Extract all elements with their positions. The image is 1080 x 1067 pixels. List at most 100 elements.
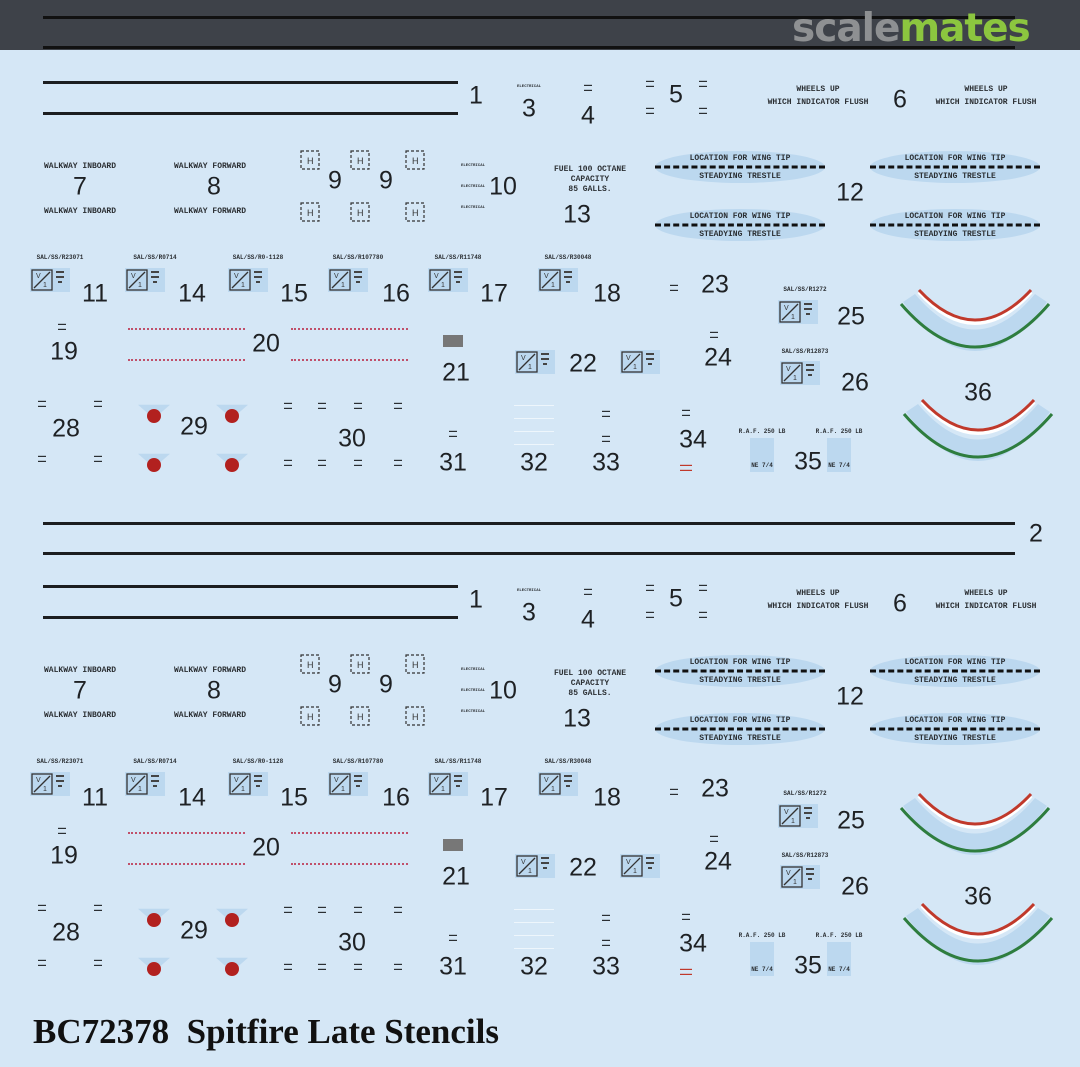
decal-number: 18 <box>593 783 621 812</box>
stencil-text: WHICH INDICATOR FLUSH <box>767 98 869 107</box>
stencil-text: WALKWAY INBOARD <box>43 666 117 675</box>
band-stripe <box>43 46 1015 49</box>
micro-stencil: ▬▬ ▬▬ <box>646 78 654 88</box>
decal-number: 24 <box>704 343 732 372</box>
svg-text:H: H <box>307 208 314 218</box>
svg-text:1: 1 <box>528 364 532 371</box>
stencil-text: SAL/SS/R1272 <box>783 286 827 293</box>
svg-text:V: V <box>626 355 631 362</box>
decal-number: 35 <box>794 447 822 476</box>
svg-text:1: 1 <box>43 282 47 289</box>
decal-number: 22 <box>569 853 597 882</box>
micro-stencil: ▬▬ ▬▬ <box>670 282 678 292</box>
jack-point-icon: H <box>405 654 425 674</box>
micro-stencil: ▬▬ ▬▬ <box>284 400 292 410</box>
svg-text:1: 1 <box>793 879 797 886</box>
white-line <box>514 948 554 949</box>
micro-stencil: ▬▬ ▬▬ <box>602 912 610 922</box>
micro-stencil: ▬▬ ▬▬ <box>284 457 292 467</box>
svg-text:H: H <box>412 712 419 722</box>
decal-number: 21 <box>442 358 470 387</box>
decal-number: 3 <box>522 94 536 123</box>
decal-number: 36 <box>964 378 992 407</box>
svg-text:V: V <box>36 273 41 280</box>
micro-stencil: ▬▬ ▬▬ <box>394 400 402 410</box>
decal-number: 25 <box>837 806 865 835</box>
micro-stencil: ▬▬ ▬▬ <box>94 957 102 967</box>
svg-text:V: V <box>131 777 136 784</box>
svg-text:V: V <box>786 870 791 877</box>
stencil-text: WALKWAY FORWARD <box>173 711 247 720</box>
svg-text:V: V <box>334 777 339 784</box>
micro-stencil: ▬▬ ▬▬ <box>58 321 66 331</box>
decal-number: 29 <box>180 916 208 945</box>
stencil-text: NE 7/4 <box>751 462 773 469</box>
svg-text:H: H <box>307 660 314 670</box>
stencil-text: WALKWAY INBOARD <box>43 207 117 216</box>
stencil-text: ELECTRICAL <box>460 185 486 189</box>
decal-number: 28 <box>52 918 80 947</box>
stencil-box-icon: V1 <box>328 772 368 796</box>
stencil-text: ELECTRICAL <box>460 689 486 693</box>
decal-number: 34 <box>679 929 707 958</box>
micro-stencil: ▬▬ ▬▬ <box>682 407 690 417</box>
stencil-text: SAL/SS/R23071 <box>36 758 84 765</box>
stencil-text: ELECTRICAL <box>460 206 486 210</box>
decal-number: 33 <box>592 448 620 477</box>
exit-arc-decal <box>899 792 1051 855</box>
bomb-backing <box>827 942 851 976</box>
svg-text:1: 1 <box>43 786 47 793</box>
stencil-text: STEADYING TRESTLE <box>914 230 996 239</box>
stencil-text: 85 GALLS. <box>568 689 612 698</box>
grey-plate <box>443 839 463 851</box>
micro-stencil: ▬▬ ▬▬ <box>710 329 718 339</box>
micro-stencil: ▬▬ ▬▬ <box>94 398 102 408</box>
svg-text:V: V <box>234 777 239 784</box>
decal-number: 9 <box>328 670 342 699</box>
decal-number: 20 <box>252 833 280 862</box>
jack-point-icon: H <box>405 202 425 222</box>
stencil-text: WALKWAY FORWARD <box>173 207 247 216</box>
dashed-line <box>655 669 825 673</box>
stencil-text: SAL/SS/R107780 <box>332 758 384 765</box>
decal-number: 5 <box>669 80 683 109</box>
svg-text:H: H <box>412 660 419 670</box>
decal-number: 4 <box>581 101 595 130</box>
dashed-line <box>655 727 825 731</box>
decal-number: 17 <box>480 783 508 812</box>
svg-text:V: V <box>131 273 136 280</box>
stencil-box-icon: V1 <box>780 865 820 889</box>
white-line <box>514 431 554 432</box>
svg-text:1: 1 <box>341 282 345 289</box>
decal-number: 1 <box>469 81 483 110</box>
decal-number: 6 <box>893 85 907 114</box>
stencil-text: LOCATION FOR WING TIP <box>689 212 791 221</box>
decal-number: 15 <box>280 279 308 308</box>
decal-number: 11 <box>82 783 108 812</box>
stencil-text: STEADYING TRESTLE <box>699 230 781 239</box>
stencil-text: WHEELS UP <box>796 589 840 598</box>
svg-text:V: V <box>521 355 526 362</box>
stripe-1 <box>43 112 458 115</box>
stencil-box-icon: V1 <box>30 772 70 796</box>
stencil-box-icon: V1 <box>30 268 70 292</box>
svg-text:V: V <box>544 273 549 280</box>
white-line <box>514 444 554 445</box>
micro-stencil: ▬▬ ▬▬ <box>699 78 707 88</box>
decal-number: 12 <box>836 682 864 711</box>
stencil-text: R.A.F. 250 LB <box>738 428 786 435</box>
decal-number: 10 <box>489 676 517 705</box>
stencil-text: STEADYING TRESTLE <box>699 172 781 181</box>
micro-stencil: ▬▬ ▬▬ <box>38 453 46 463</box>
micro-stencil: ▬▬ ▬▬ <box>58 825 66 835</box>
decal-number: 16 <box>382 279 410 308</box>
product-title: BC72378 Spitfire Late Stencils <box>33 1012 500 1051</box>
stencil-text: CAPACITY <box>570 679 610 688</box>
decal-number: 21 <box>442 862 470 891</box>
micro-stencil: ▬▬ ▬▬ <box>682 911 690 921</box>
stencil-text: SAL/SS/R11748 <box>434 254 482 261</box>
red-dot <box>225 409 239 423</box>
decal-number: 32 <box>520 952 548 981</box>
decal-number: 30 <box>338 928 366 957</box>
decal-number: 19 <box>50 337 78 366</box>
